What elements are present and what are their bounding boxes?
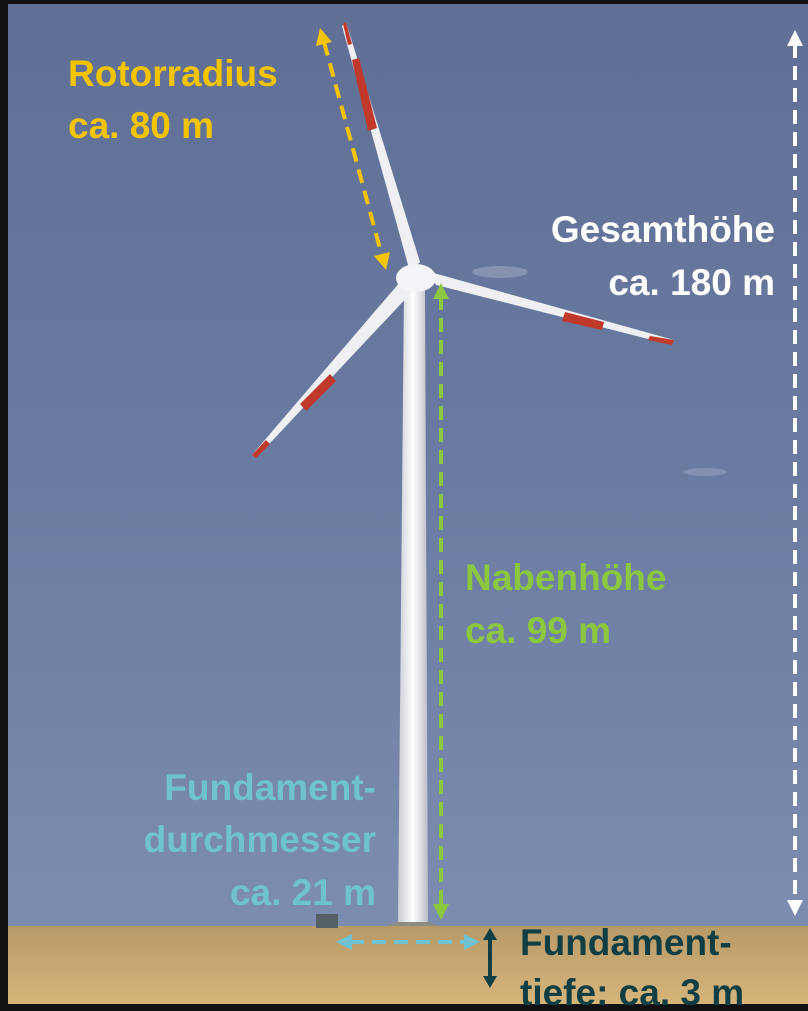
tower: [398, 290, 428, 922]
arrowheads: [316, 28, 803, 988]
label: Rotorradius: [68, 53, 278, 94]
blade-stripe: [352, 58, 377, 131]
arrowhead: [787, 900, 803, 916]
arrowhead: [316, 28, 332, 46]
blade-tip: [648, 336, 674, 345]
arrowhead: [483, 928, 497, 940]
blade-tip: [343, 22, 352, 45]
label: Gesamthöhe: [551, 209, 775, 250]
nacelle: [396, 264, 436, 292]
arrowhead: [787, 30, 803, 46]
label: Fundament-: [164, 767, 376, 808]
cloud: [472, 266, 528, 278]
label: ca. 21 m: [230, 872, 376, 913]
arrowhead: [483, 976, 497, 988]
blade-tip: [252, 440, 270, 458]
arrowhead: [336, 934, 352, 950]
arrowhead: [464, 934, 480, 950]
label: Fundament-: [520, 922, 732, 963]
label: Nabenhöhe: [465, 557, 666, 598]
label: tiefe: ca. 3 m: [520, 972, 744, 1011]
label: ca. 99 m: [465, 610, 611, 651]
arrows: [322, 41, 797, 944]
field: [8, 926, 808, 1004]
label: ca. 80 m: [68, 105, 214, 146]
arrowhead: [433, 904, 449, 920]
arrow-rotorradius: [322, 41, 384, 257]
blade-stripe: [562, 312, 604, 330]
label: ca. 180 m: [608, 262, 775, 303]
blade: [430, 272, 674, 345]
arrowhead: [433, 283, 449, 299]
blade: [252, 282, 412, 458]
cloud: [683, 468, 727, 476]
shed: [316, 914, 338, 928]
turbine: [252, 22, 674, 928]
blade-stripe: [300, 374, 336, 411]
arrowhead: [374, 252, 390, 270]
foundation: [386, 922, 440, 926]
label: durchmesser: [144, 819, 376, 860]
